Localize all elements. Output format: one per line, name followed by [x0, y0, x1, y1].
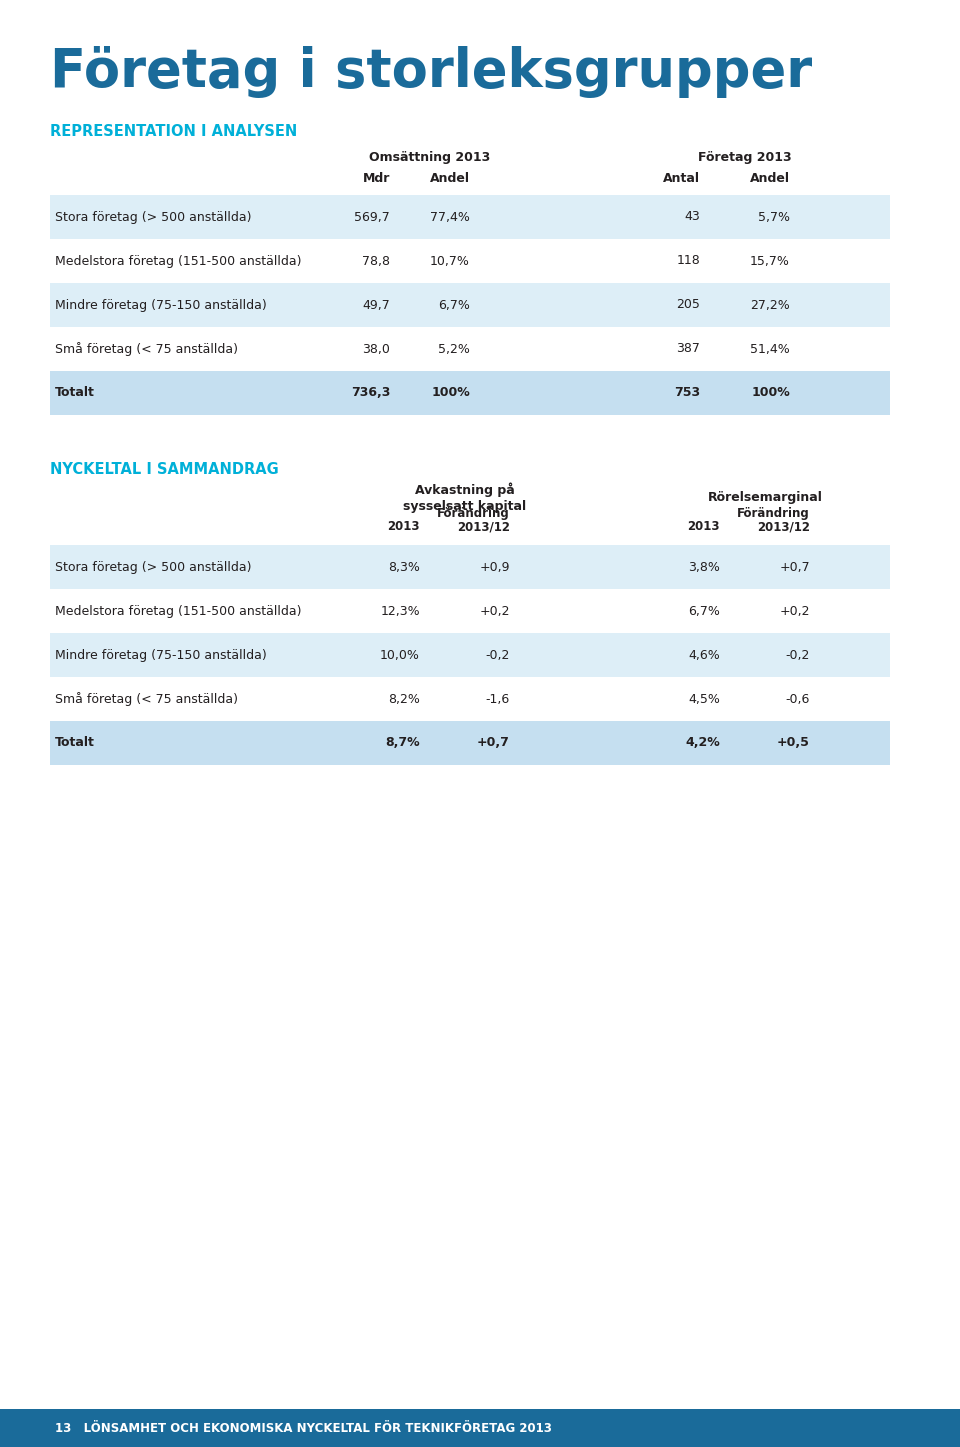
Bar: [50, 677, 890, 721]
Text: Små företag (< 75 anställda): Små företag (< 75 anställda): [55, 341, 238, 356]
Text: 6,7%: 6,7%: [438, 298, 470, 311]
Text: +0,5: +0,5: [778, 737, 810, 750]
Bar: [50, 632, 890, 677]
Text: 8,7%: 8,7%: [385, 737, 420, 750]
Text: Mindre företag (75-150 anställda): Mindre företag (75-150 anställda): [55, 298, 267, 311]
Text: Totalt: Totalt: [55, 386, 95, 399]
Text: 13   LÖNSAMHET OCH EKONOMISKA NYCKELTAL FÖR TEKNIKFÖRETAG 2013: 13 LÖNSAMHET OCH EKONOMISKA NYCKELTAL FÖ…: [55, 1421, 552, 1434]
Text: Förändring: Förändring: [437, 506, 510, 519]
Bar: [50, 195, 890, 239]
Bar: [50, 284, 890, 327]
Bar: [50, 327, 890, 370]
Text: 38,0: 38,0: [362, 343, 390, 356]
Text: Andel: Andel: [430, 172, 470, 185]
Text: 4,5%: 4,5%: [688, 693, 720, 706]
Text: 27,2%: 27,2%: [751, 298, 790, 311]
Text: +0,9: +0,9: [479, 560, 510, 573]
Text: -1,6: -1,6: [486, 693, 510, 706]
Text: 49,7: 49,7: [362, 298, 390, 311]
Text: Omsättning 2013: Omsättning 2013: [370, 152, 491, 165]
Text: 5,2%: 5,2%: [438, 343, 470, 356]
Text: 43: 43: [684, 210, 700, 223]
Text: 6,7%: 6,7%: [688, 605, 720, 618]
Text: Andel: Andel: [750, 172, 790, 185]
Text: Antal: Antal: [663, 172, 700, 185]
Text: 2013/12: 2013/12: [457, 519, 510, 532]
Text: -0,2: -0,2: [785, 648, 810, 661]
Text: 118: 118: [676, 255, 700, 268]
Text: 2013: 2013: [687, 519, 720, 532]
Text: Stora företag (> 500 anställda): Stora företag (> 500 anställda): [55, 210, 252, 223]
Text: +0,2: +0,2: [780, 605, 810, 618]
Text: 205: 205: [676, 298, 700, 311]
Text: Medelstora företag (151-500 anställda): Medelstora företag (151-500 anställda): [55, 255, 301, 268]
Text: 10,7%: 10,7%: [430, 255, 470, 268]
Text: 2013/12: 2013/12: [757, 519, 810, 532]
Bar: [50, 546, 890, 589]
Text: 3,8%: 3,8%: [688, 560, 720, 573]
Text: 8,3%: 8,3%: [388, 560, 420, 573]
Text: Mindre företag (75-150 anställda): Mindre företag (75-150 anställda): [55, 648, 267, 661]
Text: REPRESENTATION I ANALYSEN: REPRESENTATION I ANALYSEN: [50, 124, 298, 139]
Text: 100%: 100%: [752, 386, 790, 399]
Text: 736,3: 736,3: [350, 386, 390, 399]
Text: 12,3%: 12,3%: [380, 605, 420, 618]
Text: Avkastning på
sysselsatt kapital: Avkastning på sysselsatt kapital: [403, 483, 527, 514]
Bar: [50, 721, 890, 765]
Text: -0,6: -0,6: [785, 693, 810, 706]
Text: 51,4%: 51,4%: [751, 343, 790, 356]
Text: Rörelsemarginal: Rörelsemarginal: [708, 492, 823, 505]
Text: Företag 2013: Företag 2013: [698, 152, 792, 165]
Text: 5,7%: 5,7%: [758, 210, 790, 223]
Text: 10,0%: 10,0%: [380, 648, 420, 661]
Text: Små företag (< 75 anställda): Små företag (< 75 anställda): [55, 692, 238, 706]
Text: 4,2%: 4,2%: [685, 737, 720, 750]
Text: 387: 387: [676, 343, 700, 356]
Text: Stora företag (> 500 anställda): Stora företag (> 500 anställda): [55, 560, 252, 573]
Text: Totalt: Totalt: [55, 737, 95, 750]
Bar: [50, 370, 890, 415]
Text: +0,7: +0,7: [780, 560, 810, 573]
Text: 8,2%: 8,2%: [388, 693, 420, 706]
Text: 100%: 100%: [431, 386, 470, 399]
Text: 2013: 2013: [388, 519, 420, 532]
Text: Mdr: Mdr: [363, 172, 390, 185]
Text: 15,7%: 15,7%: [750, 255, 790, 268]
Text: -0,2: -0,2: [486, 648, 510, 661]
Text: 753: 753: [674, 386, 700, 399]
Text: 77,4%: 77,4%: [430, 210, 470, 223]
Bar: [50, 239, 890, 284]
Text: Förändring: Förändring: [737, 506, 810, 519]
Text: Medelstora företag (151-500 anställda): Medelstora företag (151-500 anställda): [55, 605, 301, 618]
Text: +0,7: +0,7: [477, 737, 510, 750]
Text: Företag i storleksgrupper: Företag i storleksgrupper: [50, 46, 812, 98]
Text: NYCKELTAL I SAMMANDRAG: NYCKELTAL I SAMMANDRAG: [50, 463, 278, 478]
Text: 78,8: 78,8: [362, 255, 390, 268]
Text: +0,2: +0,2: [479, 605, 510, 618]
Bar: [50, 589, 890, 632]
Text: 4,6%: 4,6%: [688, 648, 720, 661]
Bar: [0, 1409, 960, 1447]
Text: 569,7: 569,7: [354, 210, 390, 223]
